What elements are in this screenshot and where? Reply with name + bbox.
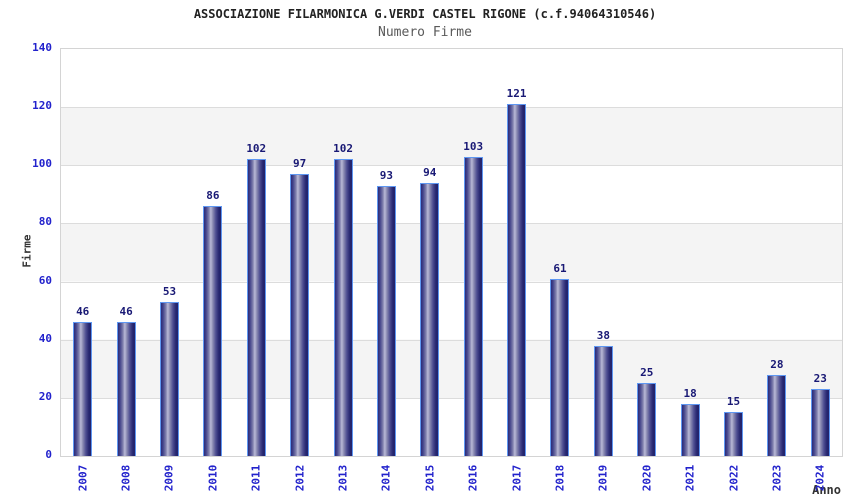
y-tick-label-80: 80 [38, 215, 52, 229]
bar-value-label-2010: 86 [206, 188, 220, 202]
bar-value-label-2019: 38 [596, 328, 610, 342]
bar-2022 [724, 412, 744, 456]
bar-2024 [810, 389, 830, 456]
bar-value-label-2022: 15 [726, 395, 741, 409]
x-tick-label-2009: 2009 [162, 464, 176, 492]
bar-value-label-2011: 102 [246, 142, 267, 156]
bar-value-label-2017: 121 [506, 87, 527, 101]
x-tick-label-2014: 2014 [379, 464, 393, 492]
bar-value-label-2013: 102 [333, 142, 353, 156]
x-tick-label-2021: 2021 [683, 464, 697, 492]
bar-2020 [637, 383, 657, 456]
plot-area: 46 46 53 86 102 97 102 93 94 103 121 61 38 25 18 15 28 23 [60, 48, 843, 457]
gridline-y-120 [61, 107, 842, 109]
y-tick-label-100: 100 [32, 157, 52, 171]
bar-value-label-2018: 61 [553, 261, 567, 275]
x-tick-label-2011: 2011 [249, 464, 263, 492]
bar-value-label-2009: 53 [162, 284, 177, 298]
bar-2010 [203, 206, 223, 456]
bar-2023 [767, 374, 787, 456]
x-tick-label-2016: 2016 [466, 464, 480, 492]
x-axis-title: Anno [812, 483, 841, 497]
x-tick-label-2007: 2007 [76, 464, 90, 492]
bar-value-label-2020: 25 [640, 366, 654, 380]
bar-2013 [333, 159, 353, 456]
y-tick-label-60: 60 [38, 273, 52, 287]
gridline-y-100 [61, 165, 842, 167]
gridline-y-80 [61, 223, 842, 225]
x-tick-label-2023: 2023 [770, 464, 784, 492]
x-tick-label-2013: 2013 [336, 464, 350, 492]
x-tick-label-2018: 2018 [553, 464, 567, 492]
x-tick-label-2020: 2020 [640, 464, 654, 492]
bar-value-label-2007: 46 [76, 305, 90, 319]
x-tick-label-2012: 2012 [293, 464, 307, 492]
bar-2018 [550, 278, 570, 456]
chart-title: ASSOCIAZIONE FILARMONICA G.VERDI CASTEL … [193, 7, 657, 21]
bar-value-label-2008: 46 [119, 305, 133, 319]
bar-value-label-2014: 93 [379, 168, 394, 182]
x-tick-label-2024: 2024 [813, 464, 827, 492]
bar-value-label-2016: 103 [463, 139, 484, 153]
bar-2016 [463, 156, 483, 456]
bar-value-label-2021: 18 [683, 386, 697, 400]
gridline-y-40 [61, 339, 842, 341]
y-tick-label-0: 0 [45, 448, 52, 461]
y-tick-label-40: 40 [38, 331, 52, 345]
bar-2011 [246, 159, 266, 456]
x-tick-label-2010: 2010 [206, 464, 220, 492]
bar-value-label-2024: 23 [813, 372, 827, 386]
bar-2021 [680, 403, 700, 456]
bar-2017 [507, 104, 527, 456]
bar-value-label-2015: 94 [423, 165, 437, 179]
bar-2007 [73, 322, 93, 456]
y-tick-label-140: 140 [32, 41, 52, 54]
y-tick-label-120: 120 [32, 99, 52, 113]
bar-2014 [376, 185, 396, 456]
x-tick-label-2022: 2022 [727, 464, 741, 492]
bar-value-label-2012: 97 [293, 157, 307, 170]
y-tick-label-20: 20 [38, 389, 52, 403]
bar-2012 [290, 174, 310, 456]
gridline-y-60 [61, 281, 842, 283]
y-axis-title: Firme [20, 234, 34, 268]
x-tick-label-2017: 2017 [510, 464, 524, 492]
chart-subtitle: Numero Firme [378, 25, 472, 40]
x-tick-label-2019: 2019 [596, 464, 610, 492]
gridline-y-20 [61, 397, 842, 399]
bar-2019 [593, 345, 613, 456]
bar-2015 [420, 182, 440, 456]
bar-2008 [116, 322, 136, 456]
x-tick-label-2008: 2008 [119, 464, 133, 492]
bar-value-label-2023: 28 [770, 357, 784, 371]
bar-2009 [159, 301, 179, 456]
x-tick-label-2015: 2015 [423, 464, 437, 492]
